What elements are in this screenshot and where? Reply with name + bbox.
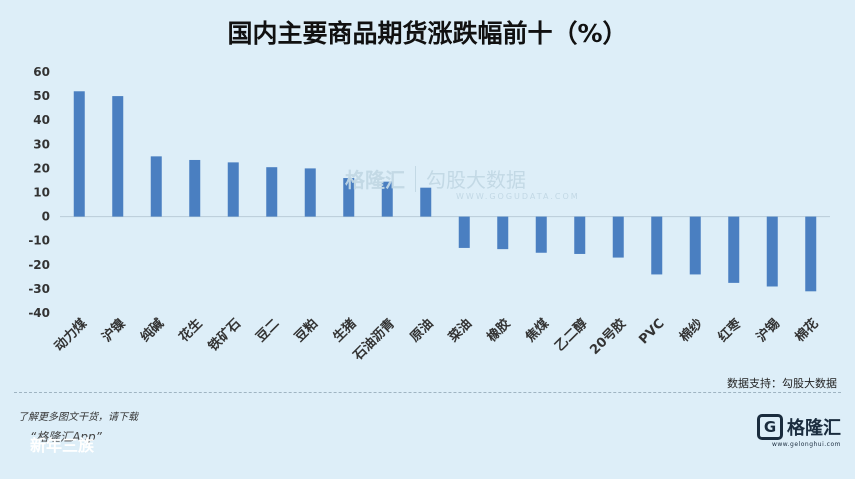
bar — [266, 167, 278, 217]
category-label: 豆二 — [254, 316, 283, 345]
category-label: 20号胶 — [587, 316, 629, 358]
category-label: 棉花 — [792, 316, 822, 346]
category-label: 动力煤 — [51, 316, 90, 355]
bar — [189, 159, 201, 217]
watermark-logo: 格隆汇 — [345, 168, 405, 192]
bar — [73, 91, 85, 217]
y-tick-label: -40 — [28, 306, 50, 320]
category-label: 红枣 — [715, 315, 745, 345]
bar — [420, 187, 432, 217]
watermark-url: WWW.GOGUDATA.COM — [456, 192, 580, 201]
category-label: 菜油 — [445, 316, 475, 346]
category-label: 原油 — [407, 316, 437, 346]
bar — [227, 162, 239, 217]
footer-divider — [14, 392, 841, 393]
y-tick-label: 20 — [33, 161, 50, 175]
category-label: PVC — [636, 316, 667, 347]
y-tick-label: 10 — [33, 186, 50, 200]
y-tick-label: 30 — [33, 137, 50, 151]
bar — [805, 216, 817, 292]
category-label: 橡胶 — [484, 316, 514, 346]
bar — [150, 156, 162, 217]
brand-g-icon: G — [757, 414, 783, 440]
bar — [766, 216, 778, 287]
y-tick-label: -10 — [28, 234, 50, 248]
footer-overlay-text: 新年三族 — [30, 436, 95, 455]
y-tick-label: 40 — [33, 113, 50, 127]
footer-download-hint: 了解更多图文干货，请下载 — [18, 412, 138, 423]
category-label: 焦煤 — [522, 316, 552, 346]
brand-url: www.gelonghui.com — [771, 441, 841, 448]
y-tick-label: -20 — [28, 258, 50, 272]
y-tick-label: 0 — [42, 210, 50, 224]
bar — [612, 216, 624, 258]
source-note: 数据支持：勾股大数据 — [727, 377, 837, 390]
category-label: 石油沥青 — [349, 316, 398, 365]
bar — [497, 216, 509, 250]
category-label: 沪镍 — [99, 316, 129, 346]
bar — [381, 181, 393, 217]
bar — [574, 216, 586, 254]
bar — [304, 168, 316, 217]
bar — [728, 216, 740, 283]
chart-title: 国内主要商品期货涨跌幅前十（%） — [227, 19, 628, 48]
bar — [458, 216, 470, 248]
y-tick-label: 60 — [33, 65, 50, 79]
footer-app-name: “格隆汇App” — [30, 430, 102, 444]
y-tick-label: 50 — [33, 89, 50, 103]
category-label: 沪锡 — [753, 316, 783, 346]
brand-logo: G 格隆汇 — [757, 414, 841, 440]
bar — [112, 96, 124, 217]
category-label: 乙二醇 — [552, 316, 591, 355]
brand-name: 格隆汇 — [787, 418, 841, 439]
category-label: 豆粕 — [291, 316, 321, 346]
category-label: 生猪 — [330, 316, 360, 346]
watermark-partner: 勾股大数据 — [426, 168, 526, 192]
bar — [535, 216, 547, 253]
bar — [343, 178, 355, 217]
category-label: 纯碱 — [137, 316, 167, 346]
bar — [689, 216, 701, 275]
watermark-separator — [415, 165, 416, 192]
y-tick-label: -30 — [28, 282, 50, 296]
watermark: 格隆汇 勾股大数据 — [345, 164, 526, 193]
bar — [651, 216, 663, 275]
category-label: 铁矿石 — [204, 316, 244, 356]
category-label: 棉纱 — [676, 316, 706, 346]
category-label: 花生 — [176, 316, 206, 346]
